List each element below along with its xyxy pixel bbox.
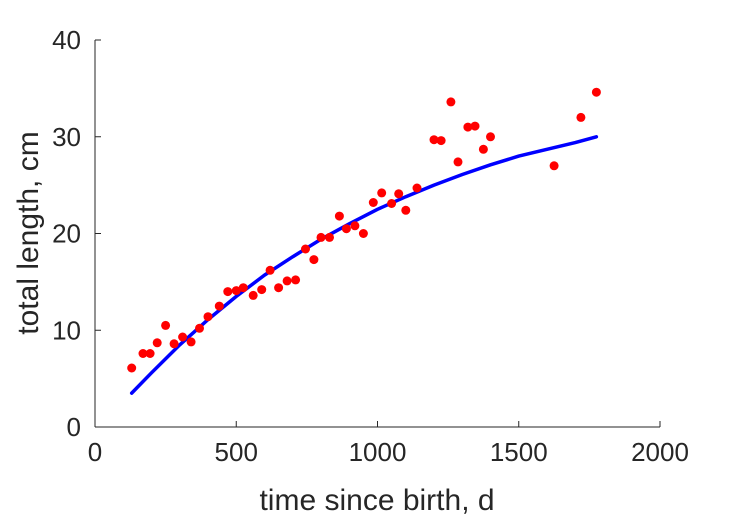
data-point [274,283,284,293]
y-tick-label: 0 [67,412,81,442]
data-point [248,290,258,300]
data-point [152,338,162,348]
data-point [138,349,148,358]
data-point [309,255,319,265]
data-point [377,188,387,198]
data-point [478,144,488,154]
data-point [161,320,171,330]
data-point [463,122,473,132]
data-point [436,136,446,146]
x-tick-label: 2000 [631,437,689,467]
axes: 0 500 1000 1500 2000 0 10 20 30 40 [52,25,689,467]
x-tick-label: 1500 [490,437,548,467]
data-point [316,232,326,242]
data-point [291,275,301,285]
data-point [358,229,368,238]
x-tick-label: 0 [88,437,102,467]
data-point [301,244,310,254]
data-point [401,205,411,215]
data-point [387,199,397,208]
data-point [231,286,241,296]
data-point [203,312,213,322]
data-point [591,87,601,97]
y-tick-label: 10 [52,315,81,345]
y-tick-label: 20 [52,219,81,249]
data-point [178,332,188,342]
data-point [325,232,334,242]
data-point [341,224,351,234]
data-point [214,301,224,311]
data-point [412,183,422,193]
data-point [186,337,196,347]
data-point [145,349,155,358]
data-point [368,198,378,207]
data-point [257,285,267,295]
data-point [470,121,480,131]
data-point [195,323,204,333]
y-tick-label: 30 [52,122,81,152]
data-point [453,157,463,167]
data-point [334,211,344,221]
x-tick-label: 1000 [349,437,407,467]
fit-curve [129,135,599,395]
data-point [282,276,292,286]
data-point [265,265,275,275]
data-point [576,112,586,122]
data-point [127,363,137,373]
data-point [238,283,248,293]
data-point [394,189,404,199]
y-tick-label: 40 [52,25,81,55]
data-point [549,161,559,171]
data-point [350,221,360,231]
data-point [169,339,179,349]
data-point [429,135,439,145]
y-axis-label: total length, cm [12,131,45,334]
x-axis-label: time since birth, d [259,484,494,517]
data-point [223,287,233,297]
data-point [486,132,495,142]
x-tick-label: 500 [215,437,258,467]
data-point [446,97,456,107]
plot-area [127,87,601,395]
